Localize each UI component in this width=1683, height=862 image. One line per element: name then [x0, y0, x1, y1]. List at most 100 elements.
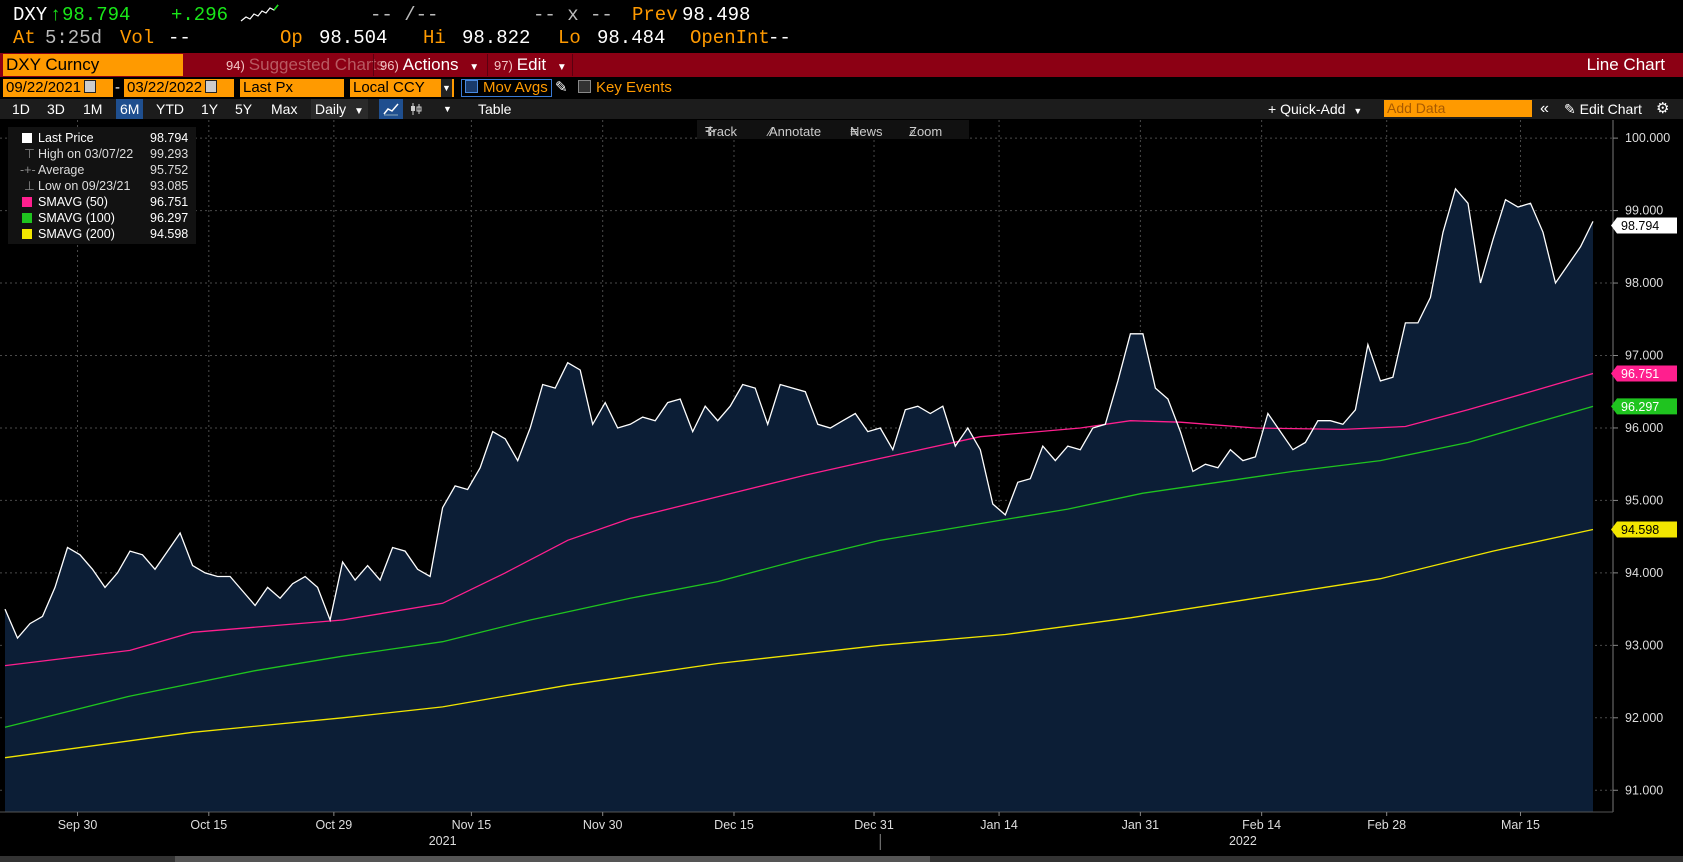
legend-row-sma100[interactable]: SMAVG (100) 96.297 — [8, 210, 196, 226]
chart-tools: ✛ Track ⁄ Annotate ≡ News ⌕ Zoom — [697, 120, 969, 139]
last-value-label-price: 98.794 — [1611, 217, 1677, 234]
period-6m[interactable]: 6M — [116, 99, 144, 119]
y-tick-label: 99.000 — [1625, 204, 1663, 218]
actions-number: 96) — [380, 58, 399, 73]
legend-swatch — [22, 197, 32, 207]
calendar-icon[interactable] — [84, 80, 97, 93]
sparkline-icon — [240, 2, 280, 30]
collapse-icon[interactable]: « — [1540, 100, 1549, 117]
x-tick-label: Nov 30 — [583, 818, 623, 832]
start-date-value: 09/22/2021 — [6, 79, 82, 96]
x-tick-label: Mar 15 — [1501, 818, 1540, 832]
start-date-field[interactable]: 09/22/2021 — [3, 79, 113, 97]
table-button[interactable]: Table — [478, 101, 512, 117]
add-data-input[interactable]: Add Data — [1384, 100, 1532, 117]
edit-menu-button[interactable]: 97) Edit ▼ — [488, 54, 573, 76]
series-line-sma200 — [4, 528, 1594, 759]
low-label: Lo — [558, 27, 581, 49]
key-events-label: Key Events — [596, 79, 672, 96]
period-ytd[interactable]: YTD — [156, 101, 184, 117]
last-value-labels: 98.794 96.751 96.297 94.598 — [1611, 217, 1677, 538]
period-1m[interactable]: 1M — [83, 101, 103, 117]
x-tick-label: Feb 28 — [1367, 818, 1406, 832]
quick-add-label: Quick-Add — [1280, 101, 1346, 117]
period-max[interactable]: Max — [271, 101, 298, 117]
value-tag — [1611, 398, 1677, 415]
legend-value: 98.794 — [150, 131, 189, 145]
suggested-charts-button[interactable]: 94) Suggested Charts — [220, 54, 391, 76]
chart-type-label[interactable]: Line Chart — [1586, 55, 1665, 74]
period-1d[interactable]: 1D — [12, 101, 30, 117]
y-tick-label: 98.000 — [1625, 276, 1663, 290]
annotate-icon: ⁄ — [769, 124, 772, 139]
legend-row-high: ⊤ High on 03/07/22 99.293 — [8, 146, 196, 162]
news-icon: ≡ — [850, 124, 858, 139]
period-3d[interactable]: 3D — [47, 101, 65, 117]
bid-ask-size: -- x -- — [533, 4, 613, 26]
scroll-thumb — [175, 856, 930, 862]
legend-swatch — [22, 133, 32, 143]
quote-header: DXY ↑ 98.794 +.296 -- /-- -- x -- Prev 9… — [0, 0, 1683, 52]
y-tick-label: 94.000 — [1625, 566, 1663, 580]
end-date-field[interactable]: 03/22/2022 — [124, 79, 234, 97]
key-events-toggle[interactable]: Key Events — [578, 79, 672, 97]
x-tick-label: Feb 14 — [1242, 818, 1281, 832]
edit-chart-button[interactable]: ✎ Edit Chart — [1564, 99, 1642, 119]
news-label: News — [850, 124, 883, 139]
pencil-icon[interactable]: ✎ — [555, 79, 568, 96]
value-tag-text: 96.297 — [1621, 400, 1659, 414]
moving-averages — [4, 372, 1594, 759]
frequency-selector[interactable]: Daily ▼ — [311, 99, 368, 119]
chevron-down-icon: ▼ — [556, 62, 567, 73]
x-tick-label: Sep 30 — [58, 818, 98, 832]
open-interest-value: -- — [768, 27, 791, 49]
value-tag-text: 96.751 — [1621, 367, 1659, 381]
quick-add-button[interactable]: + Quick-Add ▼ — [1268, 99, 1362, 119]
open-label: Op — [280, 27, 303, 49]
menu-divider — [572, 54, 573, 76]
series-line-sma100 — [4, 405, 1594, 728]
mov-avgs-label: Mov Avgs — [483, 79, 548, 96]
x-tick-label: Dec 31 — [854, 818, 894, 832]
chart-style-dropdown-icon[interactable]: ▼ — [443, 104, 452, 114]
mov-avgs-toggle[interactable]: Mov Avgs — [461, 79, 552, 97]
bid-ask: -- /-- — [370, 4, 439, 26]
track-label: Track — [705, 124, 738, 139]
legend-row-low: ⊥ Low on 09/23/21 93.085 — [8, 178, 196, 194]
legend-row-sma200[interactable]: SMAVG (200) 94.598 — [8, 226, 196, 242]
field-selector[interactable]: Last Px — [240, 79, 344, 97]
legend-name: Average — [38, 163, 85, 177]
legend-row-last-price[interactable]: Last Price 98.794 — [8, 130, 196, 146]
line-chart-icon[interactable] — [379, 99, 403, 119]
low-value: 98.484 — [597, 27, 666, 49]
calendar-icon[interactable] — [205, 80, 218, 93]
annotate-label: Annotate — [769, 124, 822, 139]
security-field[interactable]: DXY Curncy — [3, 54, 183, 76]
legend-swatch — [22, 213, 32, 223]
legend-name: High on 03/07/22 — [38, 147, 134, 161]
menu-divider — [373, 54, 374, 76]
candlestick-chart-icon[interactable] — [409, 99, 423, 119]
x-tick-label: Oct 29 — [315, 818, 352, 832]
legend-row-sma50[interactable]: SMAVG (50) 96.751 — [8, 194, 196, 210]
value-tag — [1611, 217, 1677, 234]
time-value: 5:25d — [45, 27, 103, 49]
gear-icon[interactable]: ⚙ — [1656, 100, 1670, 117]
period-1y[interactable]: 1Y — [201, 101, 219, 117]
chevron-down-icon: ▼ — [441, 79, 452, 97]
series-line-sma50 — [4, 372, 1594, 667]
legend-value: 99.293 — [150, 147, 189, 161]
value-tag-text: 94.598 — [1621, 523, 1659, 537]
period-5y[interactable]: 5Y — [235, 101, 253, 117]
last-value-label-sma100: 96.297 — [1611, 398, 1677, 415]
value-tag — [1611, 365, 1677, 382]
volume-label: Vol — [120, 27, 155, 49]
price-chart[interactable]: 91.000 92.000 93.000 94.000 95.000 96.000 97.0… — [0, 120, 1683, 862]
currency-selector[interactable]: Local CCY ▼ — [350, 79, 454, 97]
legend-value: 95.752 — [150, 163, 189, 177]
ticker[interactable]: DXY — [13, 4, 48, 26]
date-separator: - — [115, 79, 120, 96]
price-area-fill — [5, 188, 1593, 813]
chevron-down-icon: ▼ — [354, 106, 364, 117]
actions-menu-button[interactable]: 96) Actions ▼ — [374, 54, 485, 76]
